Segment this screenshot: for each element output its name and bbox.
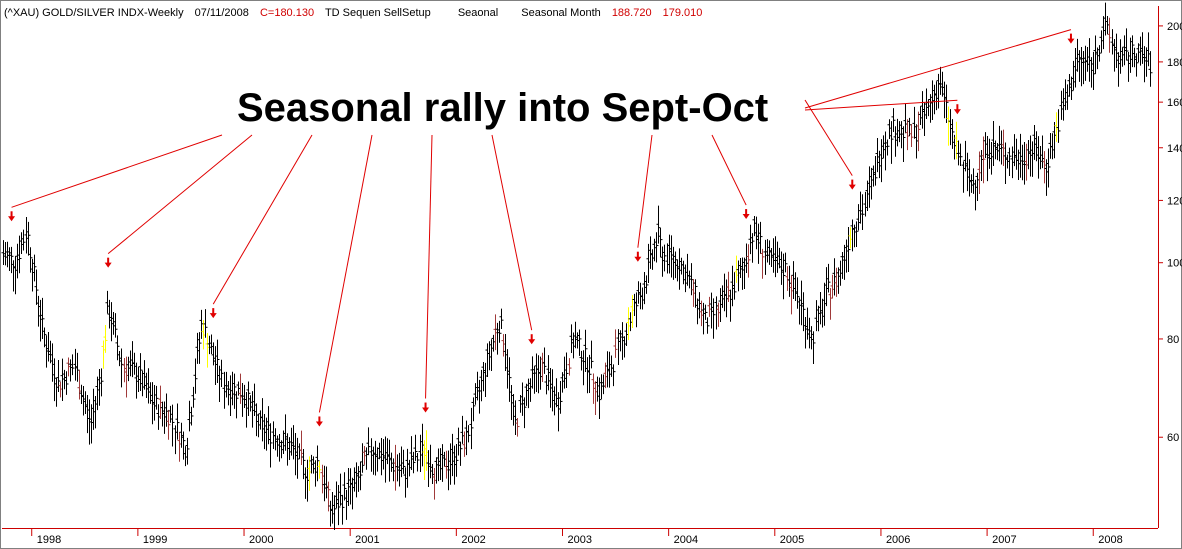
down-arrow-head	[634, 256, 642, 262]
annotation-line	[637, 134, 653, 248]
y-tick-label: 160	[1167, 97, 1182, 109]
y-tick-label: 180	[1167, 57, 1182, 69]
x-tick-label: 2008	[1098, 534, 1122, 546]
x-tick-label: 1999	[143, 534, 167, 546]
annotation-line	[318, 134, 373, 413]
y-tick-label: 60	[1167, 432, 1179, 444]
down-arrow-head	[209, 313, 217, 319]
y-tick-label: 200	[1167, 21, 1182, 33]
x-tick-label: 2002	[461, 534, 485, 546]
symbol-label: (^XAU) GOLD/SILVER INDX-Weekly	[4, 7, 184, 19]
y-tick-label: 120	[1167, 195, 1182, 207]
seasonal-month-label: Seasonal Month	[521, 7, 601, 19]
x-tick-label: 2001	[355, 534, 379, 546]
y-tick-label: 100	[1167, 258, 1182, 270]
annotation-line	[212, 134, 313, 305]
annotation-line	[711, 134, 747, 206]
seasonal-label: Seaonal	[457, 7, 499, 19]
x-tick-label: 2003	[567, 534, 591, 546]
down-arrow-head	[742, 214, 750, 220]
y-tick-label: 80	[1167, 334, 1179, 346]
chart-header: (^XAU) GOLD/SILVER INDX-Weekly 07/11/200…	[4, 7, 710, 21]
annotation-line	[804, 99, 958, 111]
down-arrow-head	[104, 262, 112, 268]
x-tick-label: 2004	[674, 534, 698, 546]
x-tick-label: 2005	[780, 534, 804, 546]
annotation-line	[804, 29, 1072, 109]
x-tick-label: 1998	[37, 534, 61, 546]
seasonal-low-value: 179.010	[662, 7, 703, 19]
close-value: C=180.130	[259, 7, 315, 19]
annotation-line	[491, 134, 533, 331]
down-arrow-head	[315, 421, 323, 427]
study-label: TD Sequen SellSetup	[324, 7, 431, 19]
y-tick-label: 140	[1167, 143, 1182, 155]
seasonal-high-value: 188.720	[611, 7, 652, 19]
annotation-line	[107, 134, 253, 255]
x-tick-label: 2006	[886, 534, 910, 546]
down-arrow-head	[528, 339, 536, 345]
down-arrow-head	[8, 216, 16, 222]
down-arrow-head	[1067, 38, 1075, 44]
annotation-text: Seasonal rally into Sept-Oct	[237, 86, 769, 130]
date-label: 07/11/2008	[194, 7, 249, 19]
down-arrow-head	[848, 184, 856, 190]
down-arrow-head	[953, 109, 961, 115]
down-arrow-head	[422, 407, 430, 413]
x-tick-label: 2000	[249, 534, 273, 546]
annotation-line	[11, 134, 223, 208]
annotation-line	[425, 134, 433, 399]
x-tick-label: 2007	[992, 534, 1016, 546]
annotation-line	[804, 99, 853, 176]
